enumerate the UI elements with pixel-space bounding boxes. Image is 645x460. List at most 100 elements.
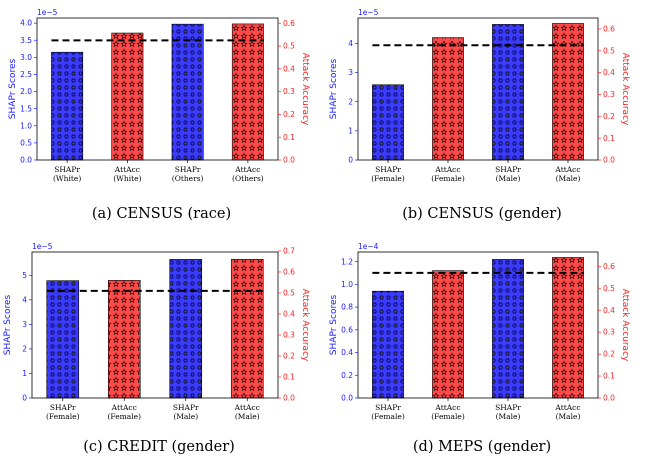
right-tick-label: 0.2 (603, 112, 615, 121)
right-tick-label: 0.4 (283, 64, 295, 73)
subfigure-caption: (a) CENSUS (race) (92, 206, 231, 222)
x-tick-line: (Male) (556, 412, 581, 421)
x-tick-line: SHAPr (54, 165, 80, 174)
x-tick-line: SHAPr (173, 403, 199, 412)
x-tick-label: SHAPr (Male) (495, 403, 521, 421)
left-tick-label: 2.5 (20, 70, 32, 79)
left-tick-label: 3 (348, 68, 353, 77)
x-tick-line: (Female) (371, 412, 405, 421)
x-tick-label: SHAPr (White) (53, 165, 81, 183)
x-tick-label: AttAcc (Others) (232, 165, 264, 183)
left-tick-label: 0.2 (341, 371, 353, 380)
x-tick-line: SHAPr (495, 403, 521, 412)
subplot-3: 0 1 2 3 4 5 0.0 0.1 0.2 0.3 0.4 0.5 0.6 0.7 1e−5 SHAPr … (3, 242, 310, 455)
x-tick-line: (Others) (172, 174, 204, 183)
plot-frame (31, 251, 279, 399)
x-tick-line: (Female) (46, 412, 80, 421)
right-tick-label: 0.2 (603, 350, 615, 359)
x-tick-line: AttAcc (554, 403, 580, 412)
right-tick-label: 0.6 (603, 25, 615, 34)
right-axis-label: Attack Accuracy (620, 53, 630, 126)
x-tick-line: (Others) (232, 174, 264, 183)
left-tick-label: 4 (22, 295, 27, 304)
right-tick-label: 0.3 (283, 331, 295, 340)
right-tick-label: 0.7 (283, 247, 295, 256)
left-tick-label: 0.8 (341, 303, 353, 312)
shapr-bar (169, 259, 203, 399)
plot-frame (357, 17, 599, 161)
x-tick-line: SHAPr (50, 403, 76, 412)
exponent-label: 1e−4 (358, 242, 379, 251)
left-tick-label: 1.2 (341, 257, 353, 266)
right-tick-label: 0.1 (603, 372, 615, 381)
x-tick-label: AttAcc (Male) (554, 403, 580, 421)
attacc-bar (231, 23, 264, 161)
shapr-bar (372, 84, 404, 161)
right-tick-label: 0.0 (283, 156, 295, 165)
left-tick-label: 0.5 (20, 138, 32, 147)
x-tick-line: SHAPr (495, 165, 521, 174)
left-axis-label: SHAPr Scores (3, 295, 13, 356)
x-tick-label: AttAcc (Female) (431, 403, 465, 421)
x-tick-line: (White) (113, 174, 141, 183)
x-tick-label: AttAcc (Male) (234, 403, 260, 421)
x-tick-line: (Male) (496, 412, 521, 421)
x-tick-label: SHAPr (Female) (371, 403, 405, 421)
plot-frame (357, 251, 599, 399)
x-tick-line: (Female) (431, 174, 465, 183)
right-tick-label: 0.2 (283, 352, 295, 361)
right-tick-label: 0.1 (603, 134, 615, 143)
attacc-bar (230, 259, 264, 399)
x-tick-label: SHAPr (Male) (173, 403, 199, 421)
left-tick-label: 0.0 (20, 156, 32, 165)
left-tick-label: 1.0 (341, 280, 353, 289)
subfigure-caption: (d) MEPS (gender) (413, 439, 551, 455)
left-tick-label: 2 (348, 97, 353, 106)
left-tick-label: 3.0 (20, 53, 32, 62)
x-tick-line: (Female) (431, 412, 465, 421)
attacc-bar (111, 32, 144, 161)
right-axis-label: Attack Accuracy (300, 53, 310, 126)
attacc-bar (432, 37, 464, 161)
right-tick-label: 0.0 (603, 156, 615, 165)
shapr-bar (46, 280, 80, 399)
left-tick-label: 0.0 (341, 394, 353, 403)
x-tick-label: AttAcc (White) (113, 165, 141, 183)
right-tick-label: 0.5 (603, 46, 615, 55)
x-tick-line: (Male) (496, 174, 521, 183)
left-tick-label: 3.5 (20, 36, 32, 45)
shapr-bar (372, 290, 404, 399)
right-axis-label: Attack Accuracy (300, 289, 310, 362)
x-tick-line: (Female) (371, 174, 405, 183)
x-tick-line: SHAPr (175, 165, 201, 174)
x-tick-label: SHAPr (Female) (371, 165, 405, 183)
left-axis-label: SHAPr Scores (329, 59, 339, 120)
x-tick-line: AttAcc (554, 165, 580, 174)
right-tick-label: 0.6 (603, 262, 615, 271)
exponent-label: 1e−5 (32, 242, 53, 251)
x-tick-line: AttAcc (234, 403, 260, 412)
left-tick-label: 0.4 (341, 348, 353, 357)
attacc-bar (552, 23, 584, 161)
exponent-label: 1e−5 (37, 8, 58, 17)
right-tick-label: 0.1 (283, 373, 295, 382)
shapr-bar (171, 23, 204, 161)
right-tick-label: 0.0 (603, 394, 615, 403)
subfigure-caption: (b) CENSUS (gender) (402, 206, 562, 222)
x-tick-line: AttAcc (234, 165, 260, 174)
right-tick-label: 0.4 (283, 310, 295, 319)
x-tick-line: SHAPr (375, 403, 401, 412)
shapr-bar (492, 259, 524, 399)
left-tick-label: 3 (22, 320, 27, 329)
x-tick-label: AttAcc (Female) (431, 165, 465, 183)
exponent-label: 1e−5 (358, 8, 379, 17)
x-tick-line: (Male) (235, 412, 260, 421)
attacc-bar (107, 280, 141, 399)
x-tick-label: SHAPr (Male) (495, 165, 521, 183)
x-tick-line: (White) (53, 174, 81, 183)
shapr-bar (51, 51, 84, 161)
right-tick-label: 0.6 (283, 268, 295, 277)
left-tick-label: 0.6 (341, 325, 353, 334)
right-tick-label: 0.6 (283, 19, 295, 28)
